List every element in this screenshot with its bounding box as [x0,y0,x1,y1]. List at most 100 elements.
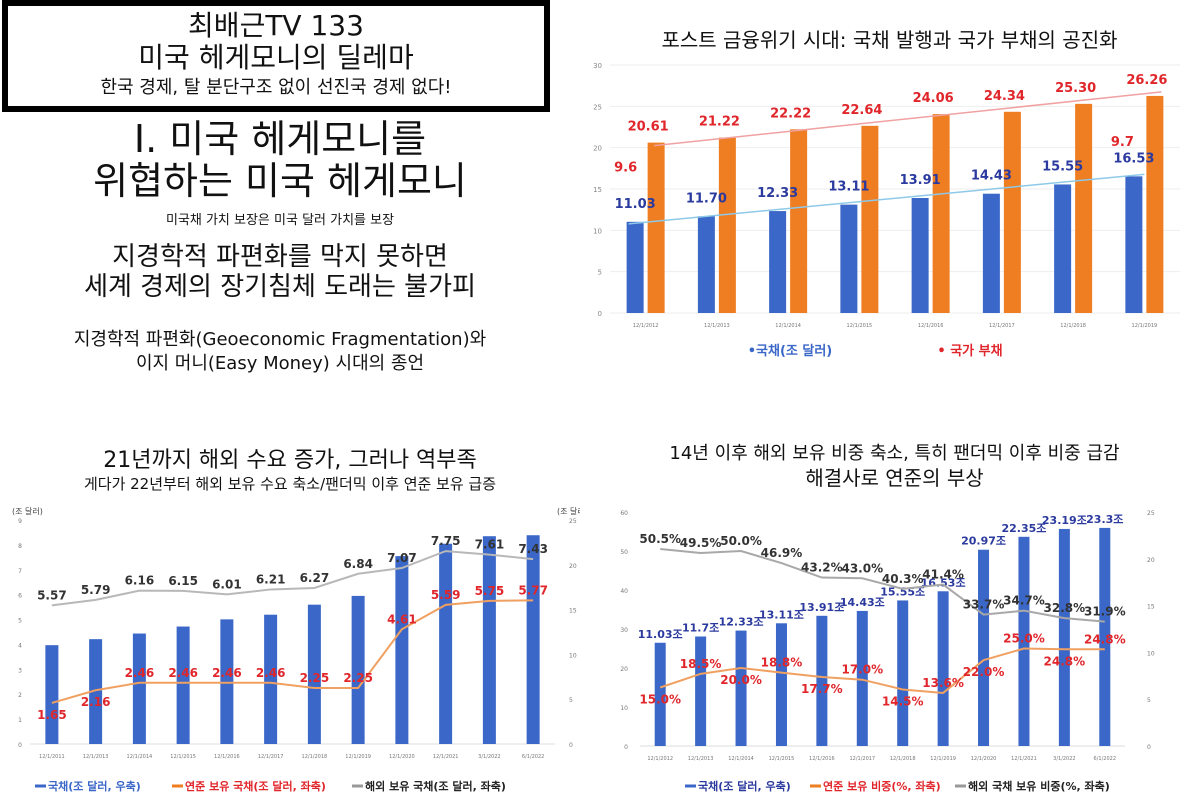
chart1-label-national-debt: 20.61 [628,120,669,135]
chart2-label-fed: 5.59 [431,588,461,602]
chart1-xtick: 12/1/2018 [1060,323,1086,329]
chart3-label-treasury: 23.3조 [1086,513,1123,526]
chart1-xtick: 12/1/2012 [633,323,659,329]
chart1-bar-debt-issue [1054,184,1072,313]
chart1-bar-national-debt [790,129,808,313]
chart3-bar-treasury [937,591,949,746]
chart3-label-treasury: 13.91조 [799,601,844,614]
chart2-legend-fed: 연준 보유 국채(조 달러, 좌축) [185,779,326,793]
chart2-xtick: 12/1/2019 [345,754,371,760]
header-line3: 한국 경제, 탈 분단구조 없이 선진국 경제 없다! [100,77,452,98]
chart3-label-treasury: 20.97조 [961,535,1006,548]
chart2-bar-treasury [526,535,540,744]
chart2-label-foreign: 7.75 [431,534,461,548]
chart1-label-national-debt: 25.30 [1055,81,1096,96]
chart2-left-tick: 3 [18,667,22,674]
chart2-bar-treasury [89,639,103,744]
chart1-ytick: 15 [593,186,602,194]
chart3-xtick: 12/1/2018 [890,756,916,762]
chart1-xtick: 12/1/2019 [1132,323,1158,329]
chart2-bar-treasury [176,626,190,744]
chart2-right-tick: 0 [569,742,573,749]
chart3-left-tick: 10 [620,705,628,712]
chart-panel-1: 포스트 금융위기 시대: 국채 발행과 국가 부채의 공진화 0 5 10 15 20 2… [580,0,1199,385]
chart2-xtick: 12/1/2011 [39,754,65,760]
chart1-bar-debt-issue [769,211,787,313]
chart3-label-fed: 24.8% [1044,654,1086,668]
chart1-bar-debt-issue [626,221,644,313]
chart1-bar-national-debt [1146,95,1164,313]
chart3-label-fed: 25.0% [1003,632,1045,646]
chart-panel-3: 14년 이후 해외 보유 비중 축소, 특히 팬더믹 이후 비중 급감 해결사로… [590,440,1199,812]
chart2-bar-treasury [439,543,453,744]
chart3-bar-treasury [1058,528,1070,746]
chart3-label-foreign: 41.4% [922,568,964,582]
chart3-label-fed: 17.7% [801,682,843,696]
chart3-label-foreign: 50.5% [639,532,681,546]
chart2-left-tick: 7 [18,568,22,575]
chart2-label-foreign: 6.15 [168,574,198,588]
chart1-ytick: 5 [598,269,602,277]
chart3-xtick: 12/1/2013 [688,756,714,762]
chart2-svg: (조 달러) (조 달러) 0 1 2 3 4 5 6 7 8 9 0 5 10 15 20 25 12/1/201… [12,507,580,793]
chart3-label-fed: 18.8% [761,656,803,670]
chart2-label-fed: 2.46 [256,666,286,680]
chart3-label-foreign: 31.9% [1084,605,1126,619]
chart3-label-treasury: 14.43조 [840,596,885,609]
chart3-label-treasury: 11.03조 [638,628,683,641]
chart1-ytick: 30 [593,62,602,70]
chart2-right-tick: 15 [569,608,577,615]
chart3-svg: 0 10 20 30 40 50 60 0 5 10 15 20 25 11.03조 12/1/2012 11… [620,510,1154,793]
chart3-label-foreign: 32.8% [1044,601,1086,615]
chart2-left-tick: 1 [18,717,22,724]
chart1-bar-debt-issue [982,193,1000,313]
chart3-label-fed: 18.5% [680,657,722,671]
chart2-left-tick: 8 [18,543,22,550]
chart3-label-fed: 20.0% [720,673,762,687]
chart1-svg: 0 5 10 15 20 25 30 11.03 20.61 12/1/2012 11.70 21.2… [593,62,1180,359]
chart1-label-national-debt: 26.26 [1126,73,1167,88]
chart2-left-tick: 4 [18,642,22,649]
chart1-bar-debt-issue [911,198,929,313]
chart2-bar-treasury [482,536,496,744]
chart1-label-debt-issue: 13.11 [828,180,869,195]
chart2-bar-treasury [395,556,409,744]
chart1-legend-debt-issue: •국채(조 달러) [748,343,833,359]
chart2-left-axis-label: (조 달러) [12,507,43,516]
chart2-xtick: 12/1/2021 [433,754,459,760]
chart2-label-foreign: 6.16 [125,574,155,588]
chart2-label-foreign: 6.84 [343,557,373,571]
chart3-bar-treasury [856,610,868,746]
chart3-left-tick: 60 [620,510,628,517]
chart3-line-foreign [660,548,1105,623]
chart1-bar-debt-issue [697,216,715,313]
chart3-subtitle: 해결사로 연준의 부상 [805,466,984,490]
chart3-label-fed: 14.5% [882,694,924,708]
chart2-bar-treasury [264,614,278,744]
chart1-label-national-debt: 22.64 [841,103,882,118]
chart2-xtick: 6/1/2022 [522,754,544,760]
section-heading-2: 위협하는 미국 헤게모니 [93,159,467,203]
chart2-label-fed: 5.77 [518,583,548,597]
chart1-ytick: 0 [598,310,602,318]
chart2-left-tick: 2 [18,692,22,699]
chart3-label-fed: 22.0% [963,665,1005,679]
chart1-label-debt-issue: 11.70 [686,191,727,206]
chart1-label-national-debt: 22.22 [770,106,811,121]
chart2-xtick: 12/1/2013 [83,754,109,760]
chart2-label-foreign: 6.27 [300,571,330,585]
chart2-bar-treasury [220,619,234,744]
chart2-xtick: 3/1/2022 [478,754,500,760]
chart2-bar-treasury [132,633,146,744]
section-h2a: 지경학적 파편화를 막지 못하면 [112,242,448,272]
chart3-bar-treasury [1018,536,1030,746]
chart3-xtick: 12/1/2012 [647,756,673,762]
chart1-trendline-national-debt [654,91,1162,147]
chart3-bar-treasury [654,642,666,746]
chart3-label-foreign: 49.5% [680,536,722,550]
chart3-title: 14년 이후 해외 보유 비중 축소, 특히 팬더믹 이후 비중 급감 [669,443,1120,464]
chart3-xtick: 12/1/2017 [849,756,875,762]
chart3-xtick: 3/1/2022 [1053,756,1075,762]
chart1-label-debt-issue: 14.43 [971,169,1012,184]
chart3-xtick: 12/1/2021 [1011,756,1037,762]
